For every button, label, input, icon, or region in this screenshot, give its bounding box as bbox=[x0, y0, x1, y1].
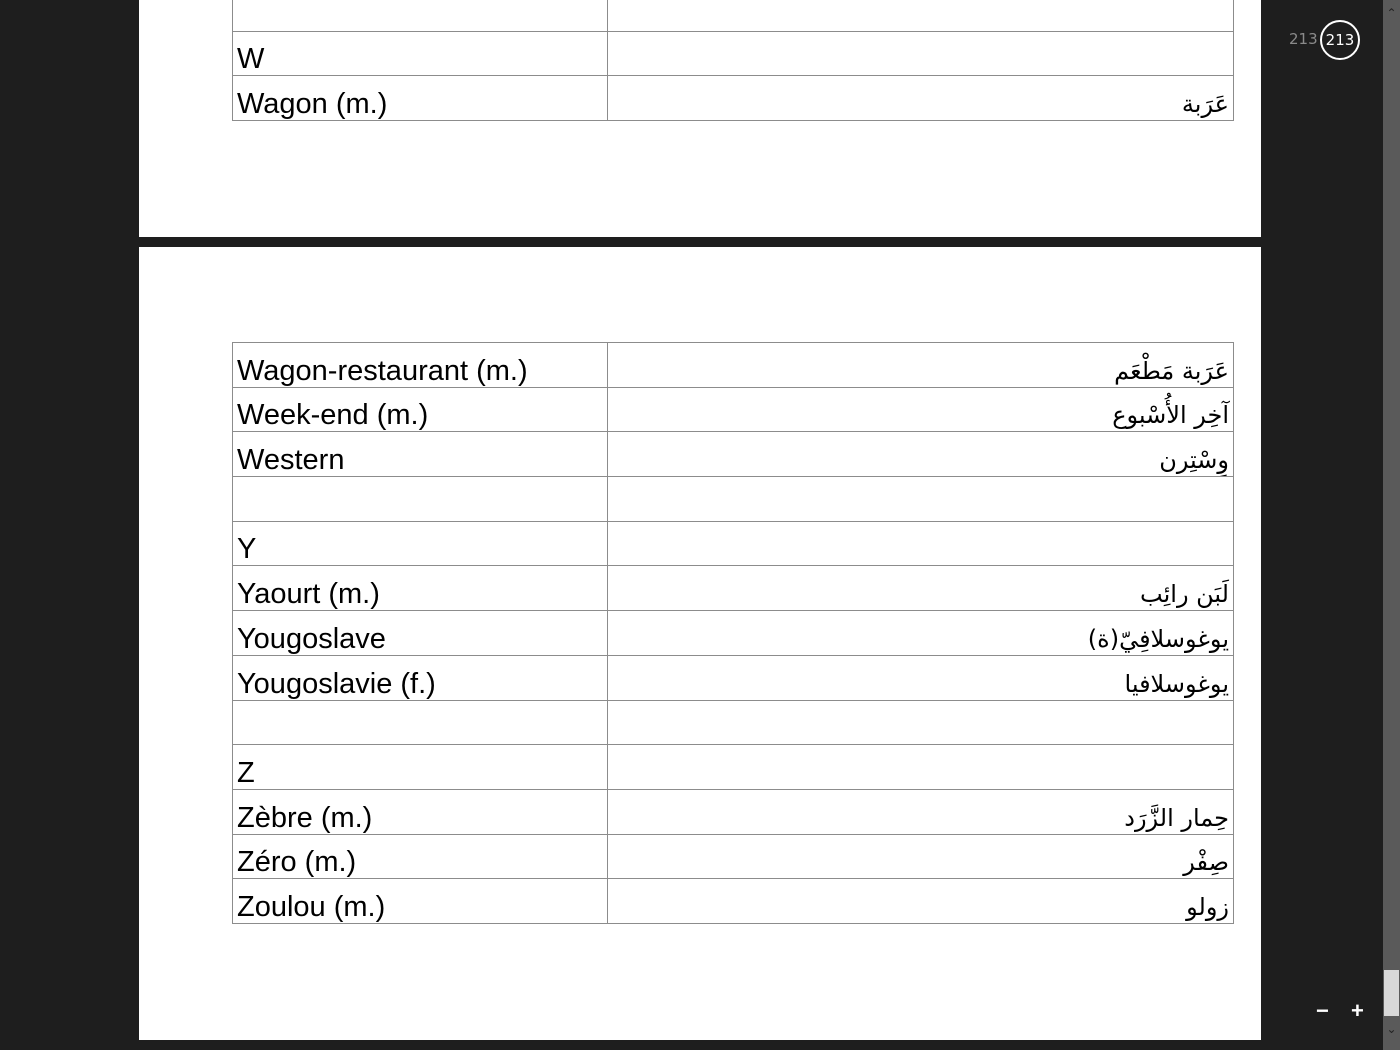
french-term: Zéro (m.) bbox=[232, 833, 608, 880]
french-term: Week-end (m.) bbox=[232, 386, 608, 433]
table-row: Zoulou (m.) زولو bbox=[232, 878, 1234, 924]
arabic-term: صِفْر bbox=[607, 833, 1234, 880]
table-row: Zèbre (m.) حِمار الزَّرَد bbox=[232, 788, 1234, 835]
table-row bbox=[232, 476, 1234, 522]
table-row: Week-end (m.) آخِر الأُسْبوع bbox=[232, 386, 1234, 433]
zoom-out-button[interactable]: − bbox=[1316, 998, 1329, 1023]
arabic-term bbox=[607, 0, 1234, 32]
vertical-scrollbar[interactable]: ⌃ ⌄ bbox=[1383, 0, 1400, 1050]
arabic-term: وِسْتِرن bbox=[607, 431, 1234, 478]
french-term bbox=[232, 699, 608, 746]
table-row: Wagon (m.) عَرَبة bbox=[232, 75, 1234, 122]
arabic-term bbox=[607, 744, 1234, 790]
french-term: Western bbox=[232, 431, 608, 478]
current-page-indicator[interactable]: 213 bbox=[1320, 20, 1360, 60]
zoom-in-button[interactable]: + bbox=[1351, 998, 1364, 1023]
arabic-term: يوغوسلافِيّ(ة) bbox=[607, 610, 1234, 656]
arabic-term bbox=[607, 476, 1234, 522]
document-page-1: W Wagon (m.) عَرَبة bbox=[139, 0, 1261, 237]
french-term: Zèbre (m.) bbox=[232, 788, 608, 835]
scroll-up-arrow-icon[interactable]: ⌃ bbox=[1386, 6, 1397, 20]
table-row: Yougoslavie (f.) يوغوسلافيا bbox=[232, 654, 1234, 701]
french-term: W bbox=[232, 30, 608, 77]
arabic-term: عَرَبة مَطْعَم bbox=[607, 342, 1234, 388]
table-row bbox=[232, 0, 1234, 32]
scroll-down-arrow-icon[interactable]: ⌄ bbox=[1386, 1022, 1397, 1036]
arabic-term: زولو bbox=[607, 878, 1234, 924]
french-term: Z bbox=[232, 744, 608, 790]
glossary-table: Wagon-restaurant (m.) عَرَبة مَطْعَم Week-… bbox=[232, 342, 1234, 924]
french-term: Y bbox=[232, 520, 608, 567]
arabic-term bbox=[607, 520, 1234, 567]
arabic-term bbox=[607, 699, 1234, 746]
table-row: Yaourt (m.) لَبَن رائِب bbox=[232, 565, 1234, 612]
arabic-term: لَبَن رائِب bbox=[607, 565, 1234, 612]
arabic-term bbox=[607, 30, 1234, 77]
glossary-table: W Wagon (m.) عَرَبة bbox=[232, 0, 1234, 122]
table-row: Wagon-restaurant (m.) عَرَبة مَطْعَم bbox=[232, 342, 1234, 388]
page-number-label: 213 bbox=[1289, 30, 1318, 48]
table-row: Yougoslave يوغوسلافِيّ(ة) bbox=[232, 610, 1234, 656]
document-page-2: Wagon-restaurant (m.) عَرَبة مَطْعَم Week-… bbox=[139, 247, 1261, 1040]
table-row: Zéro (m.) صِفْر bbox=[232, 833, 1234, 880]
french-term: Wagon (m.) bbox=[232, 75, 608, 122]
table-row: Z bbox=[232, 744, 1234, 790]
arabic-term: آخِر الأُسْبوع bbox=[607, 386, 1234, 433]
french-term: Yougoslavie (f.) bbox=[232, 654, 608, 701]
french-term: Wagon-restaurant (m.) bbox=[232, 342, 608, 388]
scrollbar-thumb[interactable] bbox=[1384, 970, 1399, 1016]
table-row: Y bbox=[232, 520, 1234, 567]
french-term bbox=[232, 476, 608, 522]
arabic-term: يوغوسلافيا bbox=[607, 654, 1234, 701]
french-term: Yaourt (m.) bbox=[232, 565, 608, 612]
french-term: Zoulou (m.) bbox=[232, 878, 608, 924]
table-row: Western وِسْتِرن bbox=[232, 431, 1234, 478]
arabic-term: حِمار الزَّرَد bbox=[607, 788, 1234, 835]
french-term: Yougoslave bbox=[232, 610, 608, 656]
table-row bbox=[232, 699, 1234, 746]
arabic-term: عَرَبة bbox=[607, 75, 1234, 122]
french-term bbox=[232, 0, 608, 32]
table-row: W bbox=[232, 30, 1234, 77]
